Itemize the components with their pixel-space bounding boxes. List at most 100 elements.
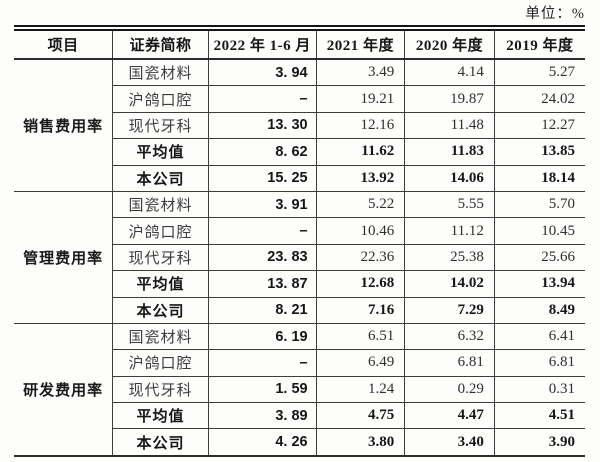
value-cell: 14.02 (404, 270, 495, 298)
value-cell: – (207, 85, 317, 113)
value-cell: 12.16 (315, 111, 406, 140)
column-header: 2019 年度 (493, 27, 585, 60)
value-cell: 18.14 (493, 164, 585, 192)
value-cell: 3.49 (315, 58, 406, 87)
table-row: 本公司 8. 21 7.16 7.29 8.49 (14, 296, 585, 324)
value-cell: 1.24 (315, 375, 406, 404)
value-cell: – (207, 349, 317, 377)
value-cell: 0.29 (404, 375, 495, 404)
value-cell: 25.38 (404, 243, 495, 272)
value-cell: 1. 59 (207, 375, 317, 404)
security-name-cell: 沪鸽口腔 (112, 217, 209, 245)
column-header: 2022 年 1-6 月 (207, 27, 317, 60)
security-name-cell: 平均值 (112, 270, 209, 298)
value-cell: 6.81 (404, 349, 495, 377)
table-body: 销售费用率 国瓷材料 3. 94 3.49 4.14 5.27 沪鸽口腔 –19.21 19.8… (14, 58, 585, 457)
value-cell: 5.27 (493, 58, 585, 87)
value-cell: 7.16 (315, 296, 406, 324)
value-cell: 13.92 (315, 164, 406, 192)
security-name-cell: 平均值 (112, 138, 209, 166)
value-cell: – (207, 217, 317, 245)
table-row: 沪鸽口腔 –10.46 11.12 10.45 (14, 217, 585, 245)
table-row: 现代牙科 1. 59 1.24 0.29 0.31 (14, 375, 585, 404)
table-row: 现代牙科 23. 83 22.36 25.38 25.66 (14, 243, 585, 272)
value-cell: 6.41 (493, 322, 585, 351)
expense-ratio-table: 项目 证券简称 2022 年 1-6 月 2021 年度 2020 年度 2019 年度 … (14, 25, 585, 457)
value-cell: 8.49 (493, 296, 585, 324)
value-cell: 19.87 (404, 85, 495, 113)
value-cell: 3. 89 (207, 402, 317, 430)
table-row: 销售费用率 国瓷材料 3. 94 3.49 4.14 5.27 (14, 58, 585, 192)
value-cell: 19.21 (315, 85, 406, 113)
value-cell: 0.31 (493, 375, 585, 404)
security-name-cell: 沪鸽口腔 (112, 349, 209, 377)
value-cell: 5.55 (404, 190, 495, 219)
table-row: 沪鸽口腔 –6.49 6.81 6.81 (14, 349, 585, 377)
value-cell: 22.36 (315, 243, 406, 272)
header-row: 项目 证券简称 2022 年 1-6 月 2021 年度 2020 年度 2019 年度 (14, 27, 585, 60)
value-cell: 4.51 (493, 402, 585, 430)
value-cell: 13. 30 (207, 111, 317, 140)
value-cell: 8. 21 (207, 296, 317, 324)
value-cell: 25.66 (493, 243, 585, 272)
category-cell: 管理费用率 (14, 190, 114, 324)
security-name-cell: 平均值 (112, 402, 209, 430)
value-cell: 23. 83 (207, 243, 317, 272)
value-cell: 8. 62 (207, 138, 317, 166)
value-cell: 14.06 (404, 164, 495, 192)
value-cell: 7.29 (404, 296, 495, 324)
security-name-cell: 现代牙科 (112, 111, 209, 140)
value-cell: 10.46 (315, 217, 406, 245)
value-cell: 3.40 (404, 428, 495, 457)
value-cell: 6.51 (315, 322, 406, 351)
value-cell: 6.81 (493, 349, 585, 377)
value-cell: 5.70 (493, 190, 585, 219)
column-header: 2020 年度 (404, 27, 495, 60)
security-name-cell: 国瓷材料 (112, 322, 209, 351)
security-name-cell: 本公司 (112, 296, 209, 324)
security-name-cell: 现代牙科 (112, 243, 209, 272)
security-name-cell: 本公司 (112, 428, 209, 457)
value-cell: 3. 91 (207, 190, 317, 219)
table-row: 本公司 4. 26 3.80 3.40 3.90 (14, 428, 585, 457)
value-cell: 15. 25 (207, 164, 317, 192)
security-name-cell: 本公司 (112, 164, 209, 192)
value-cell: 12.68 (315, 270, 406, 298)
column-header: 项目 (14, 27, 114, 60)
value-cell: 11.12 (404, 217, 495, 245)
column-header: 2021 年度 (315, 27, 406, 60)
security-name-cell: 现代牙科 (112, 375, 209, 404)
table-row: 平均值 3. 89 4.75 4.47 4.51 (14, 402, 585, 430)
value-cell: 24.02 (493, 85, 585, 113)
value-cell: 5.22 (315, 190, 406, 219)
value-cell: 13. 87 (207, 270, 317, 298)
category-cell: 销售费用率 (14, 58, 114, 192)
security-name-cell: 国瓷材料 (112, 58, 209, 87)
value-cell: 12.27 (493, 111, 585, 140)
table-row: 平均值 8. 62 11.62 11.83 13.85 (14, 138, 585, 166)
value-cell: 10.45 (493, 217, 585, 245)
value-cell: 3.90 (493, 428, 585, 457)
value-cell: 11.83 (404, 138, 495, 166)
table-row: 研发费用率 国瓷材料 6. 19 6.51 6.32 6.41 (14, 322, 585, 457)
value-cell: 3. 94 (207, 58, 317, 87)
value-cell: 4. 26 (207, 428, 317, 457)
value-cell: 3.80 (315, 428, 406, 457)
value-cell: 4.14 (404, 58, 495, 87)
value-cell: 6.32 (404, 322, 495, 351)
value-cell: 6. 19 (207, 322, 317, 351)
category-cell: 研发费用率 (14, 322, 114, 457)
column-header: 证券简称 (112, 27, 209, 60)
value-cell: 13.94 (493, 270, 585, 298)
security-name-cell: 国瓷材料 (112, 190, 209, 219)
value-cell: 13.85 (493, 138, 585, 166)
value-cell: 11.62 (315, 138, 406, 166)
security-name-cell: 沪鸽口腔 (112, 85, 209, 113)
value-cell: 4.47 (404, 402, 495, 430)
value-cell: 4.75 (315, 402, 406, 430)
unit-label: 单位：% (525, 6, 585, 22)
value-cell: 11.48 (404, 111, 495, 140)
table-row: 管理费用率 国瓷材料 3. 91 5.22 5.55 5.70 (14, 190, 585, 324)
value-cell: 6.49 (315, 349, 406, 377)
